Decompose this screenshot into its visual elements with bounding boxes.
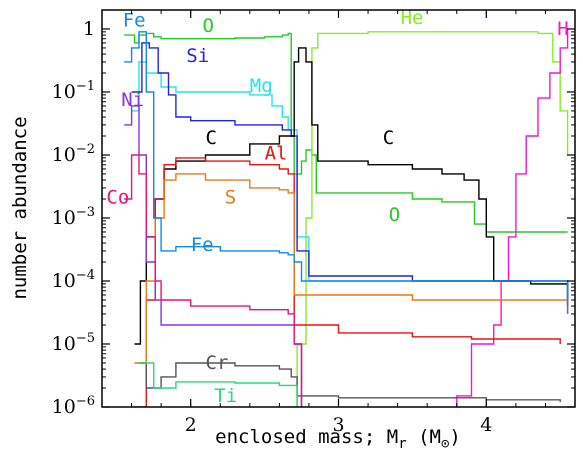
annotation-s-10: S [225,187,236,209]
series-line-al-6 [134,157,561,407]
annotation-c-7: C [206,127,217,149]
series-line-mg-3 [131,61,569,300]
annotation-fe-13: Fe [191,234,214,256]
annotation-fe-0: Fe [123,9,146,31]
annotation-ti-15: Ti [214,385,237,407]
y-tick-label: 10−6 [52,394,95,418]
y-tick-label: 10−4 [52,268,95,292]
annotation-c-11: C [383,127,394,149]
x-axis-title: enclosed mass; Mr (M⊙) [215,426,461,452]
annotation-si-4: Si [186,45,209,67]
y-tick-label: 10−5 [52,331,95,355]
x-tick-label: 4 [480,414,492,436]
y-tick-label: 1 [83,18,95,40]
annotation-h-3: H [557,18,568,40]
series-layer [124,29,569,407]
annotation-al-8: Al [265,142,288,164]
series-line-cr-9 [139,362,561,402]
annotation-o-1: O [203,15,214,37]
series-line-ti-10 [139,362,298,407]
series-line-h-2 [456,29,569,407]
y-tick-label: 10−3 [52,205,95,229]
y-axis-title: number abundance [9,116,31,299]
annotation-cr-14: Cr [206,352,229,374]
annotation-ni-6: Ni [121,89,144,111]
series-line-he-1 [286,31,569,407]
series-line-si-4 [131,42,569,307]
series-line-co-12 [124,154,303,407]
annotation-he-2: He [401,7,424,29]
annotation-co-9: Co [106,187,129,209]
series-line-fe-8 [124,31,569,314]
plot-frame [101,9,576,408]
annotation-layer: Fe O He H Si Mg Ni C Al Co S C O Fe Cr Ti [106,7,568,407]
y-tick-label: 10−2 [52,142,95,166]
annotation-o-12: O [389,204,400,226]
series-line-s-7 [134,173,569,364]
y-tick-label: 10−1 [52,79,95,103]
annotation-mg-5: Mg [250,75,273,97]
tick-layer: 2 3 4 10−6 10−5 10−4 10−3 10−2 10−1 1 [52,9,576,436]
x-tick-label: 3 [332,414,344,436]
x-tick-label: 2 [185,414,197,436]
